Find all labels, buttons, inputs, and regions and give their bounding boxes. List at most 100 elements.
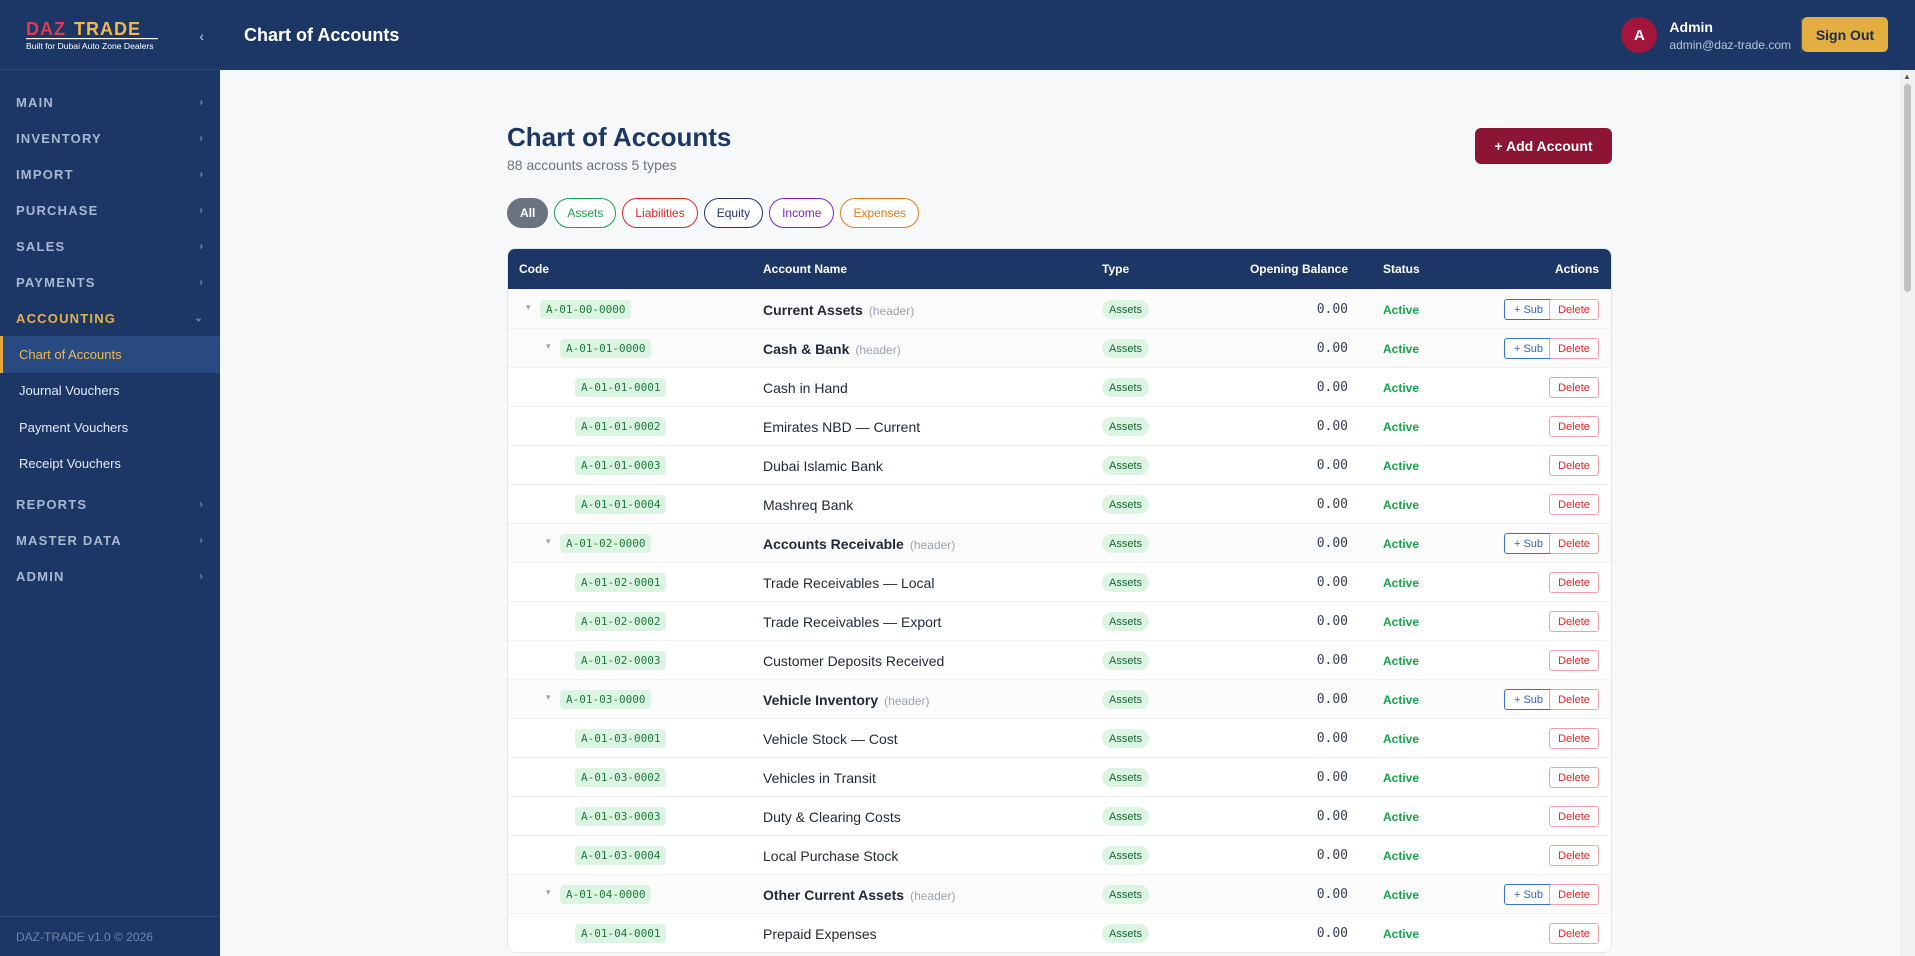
user-menu[interactable]: A Admin admin@daz-trade.com [1621, 0, 1791, 70]
sidebar-group-inventory[interactable]: INVENTORY › [0, 120, 220, 156]
table-row[interactable]: A-01-03-0002 Vehicles in Transit Assets 0.0… [508, 757, 1611, 796]
scroll-thumb[interactable] [1904, 84, 1911, 292]
col-code[interactable]: Code [519, 262, 549, 276]
delete-button[interactable]: Delete [1549, 494, 1599, 515]
delete-button[interactable]: Delete [1549, 650, 1599, 671]
add-sub-button[interactable]: + Sub [1504, 689, 1553, 710]
opening-balance: 0.00 [1316, 302, 1348, 317]
account-name: Trade Receivables — Local [763, 575, 934, 591]
sidebar-item-chart-of-accounts[interactable]: Chart of Accounts [0, 336, 220, 373]
table-row[interactable]: A-01-02-0002 Trade Receivables — Export As… [508, 601, 1611, 640]
type-badge: Assets [1102, 885, 1150, 904]
delete-button[interactable]: Delete [1549, 572, 1599, 593]
delete-button[interactable]: Delete [1549, 884, 1599, 905]
table-row[interactable]: A-01-03-0004 Local Purchase Stock Assets 0.… [508, 835, 1611, 874]
table-row[interactable]: A-01-01-0003 Dubai Islamic Bank Assets 0.00… [508, 445, 1611, 484]
table-row[interactable]: ▾ A-01-01-0000 Cash & Bank (header) Assets 0.… [508, 328, 1611, 367]
sidebar-item-receipt-vouchers[interactable]: Receipt Vouchers [19, 456, 121, 472]
sign-out-button[interactable]: Sign Out [1802, 17, 1888, 52]
opening-balance: 0.00 [1316, 770, 1348, 785]
col-status[interactable]: Status [1383, 262, 1420, 276]
status-badge: Active [1383, 888, 1420, 902]
delete-button[interactable]: Delete [1549, 377, 1599, 398]
account-name: Vehicles in Transit [763, 770, 876, 786]
account-name-text: Vehicle Inventory [763, 692, 879, 708]
filter-chip-income[interactable]: Income [769, 198, 835, 228]
expand-toggle-icon[interactable]: ▾ [546, 341, 551, 351]
table-row[interactable]: ▾ A-01-04-0000 Other Current Assets (header… [508, 874, 1611, 913]
delete-button[interactable]: Delete [1549, 611, 1599, 632]
opening-balance: 0.00 [1316, 341, 1348, 356]
delete-button[interactable]: Delete [1549, 923, 1599, 944]
filter-chip-equity[interactable]: Equity [703, 198, 764, 228]
delete-button[interactable]: Delete [1549, 806, 1599, 827]
delete-button[interactable]: Delete [1549, 728, 1599, 749]
account-code: A-01-01-0003 [575, 456, 667, 475]
col-account-name[interactable]: Account Name [763, 262, 848, 276]
chevron-right-icon: › [199, 240, 204, 252]
sidebar-group-payments[interactable]: PAYMENTS › [0, 264, 220, 300]
sidebar-group-label: ACCOUNTING [16, 310, 117, 326]
delete-button[interactable]: Delete [1549, 689, 1599, 710]
avatar[interactable]: A [1621, 17, 1658, 53]
filter-chip-liabilities[interactable]: Liabilities [622, 198, 698, 228]
table-row[interactable]: ▾ A-01-03-0000 Vehicle Inventory (header) As… [508, 679, 1611, 718]
sidebar-group-admin[interactable]: ADMIN › [0, 558, 220, 594]
table-row[interactable]: A-01-02-0003 Customer Deposits Received As… [508, 640, 1611, 679]
accounts-table: Code Account Name Type Opening Balance S… [507, 248, 1612, 953]
delete-button[interactable]: Delete [1549, 416, 1599, 437]
account-code: A-01-00-0000 [540, 300, 632, 319]
sidebar-group-reports[interactable]: REPORTS › [0, 486, 220, 522]
table-row[interactable]: A-01-02-0001 Trade Receivables — Local Ass… [508, 562, 1611, 601]
add-sub-button[interactable]: + Sub [1504, 299, 1553, 320]
expand-toggle-icon[interactable]: ▾ [546, 887, 551, 897]
table-row[interactable]: ▾ A-01-02-0000 Accounts Receivable (header)… [508, 523, 1611, 562]
opening-balance: 0.00 [1316, 926, 1348, 941]
expand-toggle-icon[interactable]: ▾ [546, 536, 551, 546]
delete-button[interactable]: Delete [1549, 338, 1599, 359]
filter-chip-all[interactable]: All [507, 198, 549, 228]
table-row[interactable]: A-01-03-0001 Vehicle Stock — Cost Assets 0.… [508, 718, 1611, 757]
delete-button[interactable]: Delete [1549, 767, 1599, 788]
sidebar-group-accounting[interactable]: ACCOUNTING ⌄ [0, 300, 220, 336]
add-sub-button[interactable]: + Sub [1504, 533, 1553, 554]
table-row[interactable]: A-01-01-0002 Emirates NBD — Current Assets… [508, 406, 1611, 445]
sidebar-item-payment-vouchers[interactable]: Payment Vouchers [19, 419, 129, 435]
filter-chip-expenses[interactable]: Expenses [840, 198, 920, 228]
opening-balance: 0.00 [1316, 692, 1348, 707]
expand-toggle-icon[interactable]: ▾ [546, 692, 551, 702]
status-badge: Active [1383, 732, 1420, 746]
sidebar-group-sales[interactable]: SALES › [0, 228, 220, 264]
table-row[interactable]: A-01-01-0001 Cash in Hand Assets 0.00 Active… [508, 367, 1611, 406]
col-type[interactable]: Type [1102, 262, 1130, 276]
sidebar-group-label: REPORTS [16, 496, 88, 512]
col-opening-balance[interactable]: Opening Balance [1249, 262, 1348, 276]
table-row[interactable]: A-01-04-0001 Prepaid Expenses Assets 0.00 Ac… [508, 913, 1611, 952]
sidebar-collapse-icon[interactable]: ‹ [199, 28, 204, 44]
table-row[interactable]: A-01-01-0004 Mashreq Bank Assets 0.00 Active… [508, 484, 1611, 523]
scroll-up-icon[interactable]: ▲ [1903, 72, 1911, 81]
add-account-button[interactable]: + Add Account [1475, 128, 1612, 164]
sidebar-group-purchase[interactable]: PURCHASE › [0, 192, 220, 228]
delete-button[interactable]: Delete [1549, 455, 1599, 476]
main-scrollbar[interactable]: ▲ [1900, 70, 1915, 956]
account-code: A-01-03-0000 [560, 690, 652, 709]
sidebar-group-main[interactable]: MAIN › [0, 84, 220, 120]
status-badge: Active [1383, 654, 1420, 668]
expand-toggle-icon[interactable]: ▾ [526, 302, 531, 312]
opening-balance: 0.00 [1316, 380, 1348, 395]
sidebar-item-journal-vouchers[interactable]: Journal Vouchers [19, 383, 120, 399]
delete-button[interactable]: Delete [1549, 845, 1599, 866]
opening-balance: 0.00 [1316, 731, 1348, 746]
type-badge: Assets [1102, 339, 1150, 358]
add-sub-button[interactable]: + Sub [1504, 884, 1553, 905]
page-title: Chart of Accounts [507, 122, 732, 152]
delete-button[interactable]: Delete [1549, 533, 1599, 554]
sidebar-group-import[interactable]: IMPORT › [0, 156, 220, 192]
table-row[interactable]: ▾ A-01-00-0000 Current Assets (header) Asset… [508, 289, 1611, 328]
delete-button[interactable]: Delete [1549, 299, 1599, 320]
table-row[interactable]: A-01-03-0003 Duty & Clearing Costs Assets 0… [508, 796, 1611, 835]
filter-chip-assets[interactable]: Assets [554, 198, 617, 228]
sidebar-group-master-data[interactable]: MASTER DATA › [0, 522, 220, 558]
add-sub-button[interactable]: + Sub [1504, 338, 1553, 359]
